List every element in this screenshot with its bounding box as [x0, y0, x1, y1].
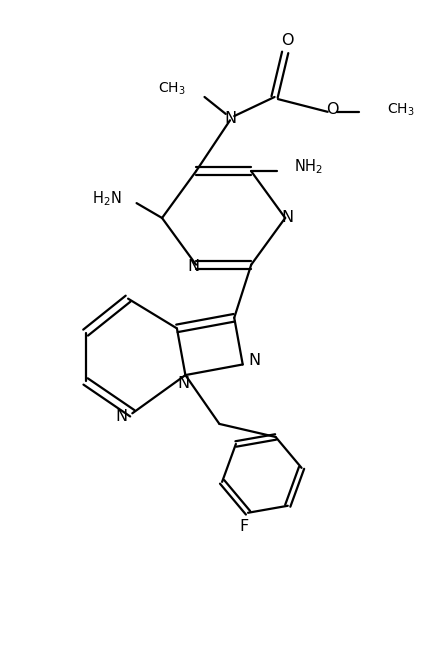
- Text: CH$_3$: CH$_3$: [158, 80, 185, 97]
- Text: CH$_3$: CH$_3$: [387, 102, 415, 118]
- Text: N: N: [248, 353, 261, 368]
- Text: N: N: [224, 110, 236, 126]
- Text: F: F: [239, 519, 248, 534]
- Text: N: N: [177, 376, 189, 391]
- Text: N: N: [115, 409, 128, 424]
- Text: O: O: [325, 102, 338, 117]
- Text: N: N: [188, 259, 200, 274]
- Text: N: N: [281, 210, 294, 225]
- Text: NH$_2$: NH$_2$: [294, 158, 322, 176]
- Text: O: O: [281, 33, 294, 48]
- Text: H$_2$N: H$_2$N: [92, 190, 122, 208]
